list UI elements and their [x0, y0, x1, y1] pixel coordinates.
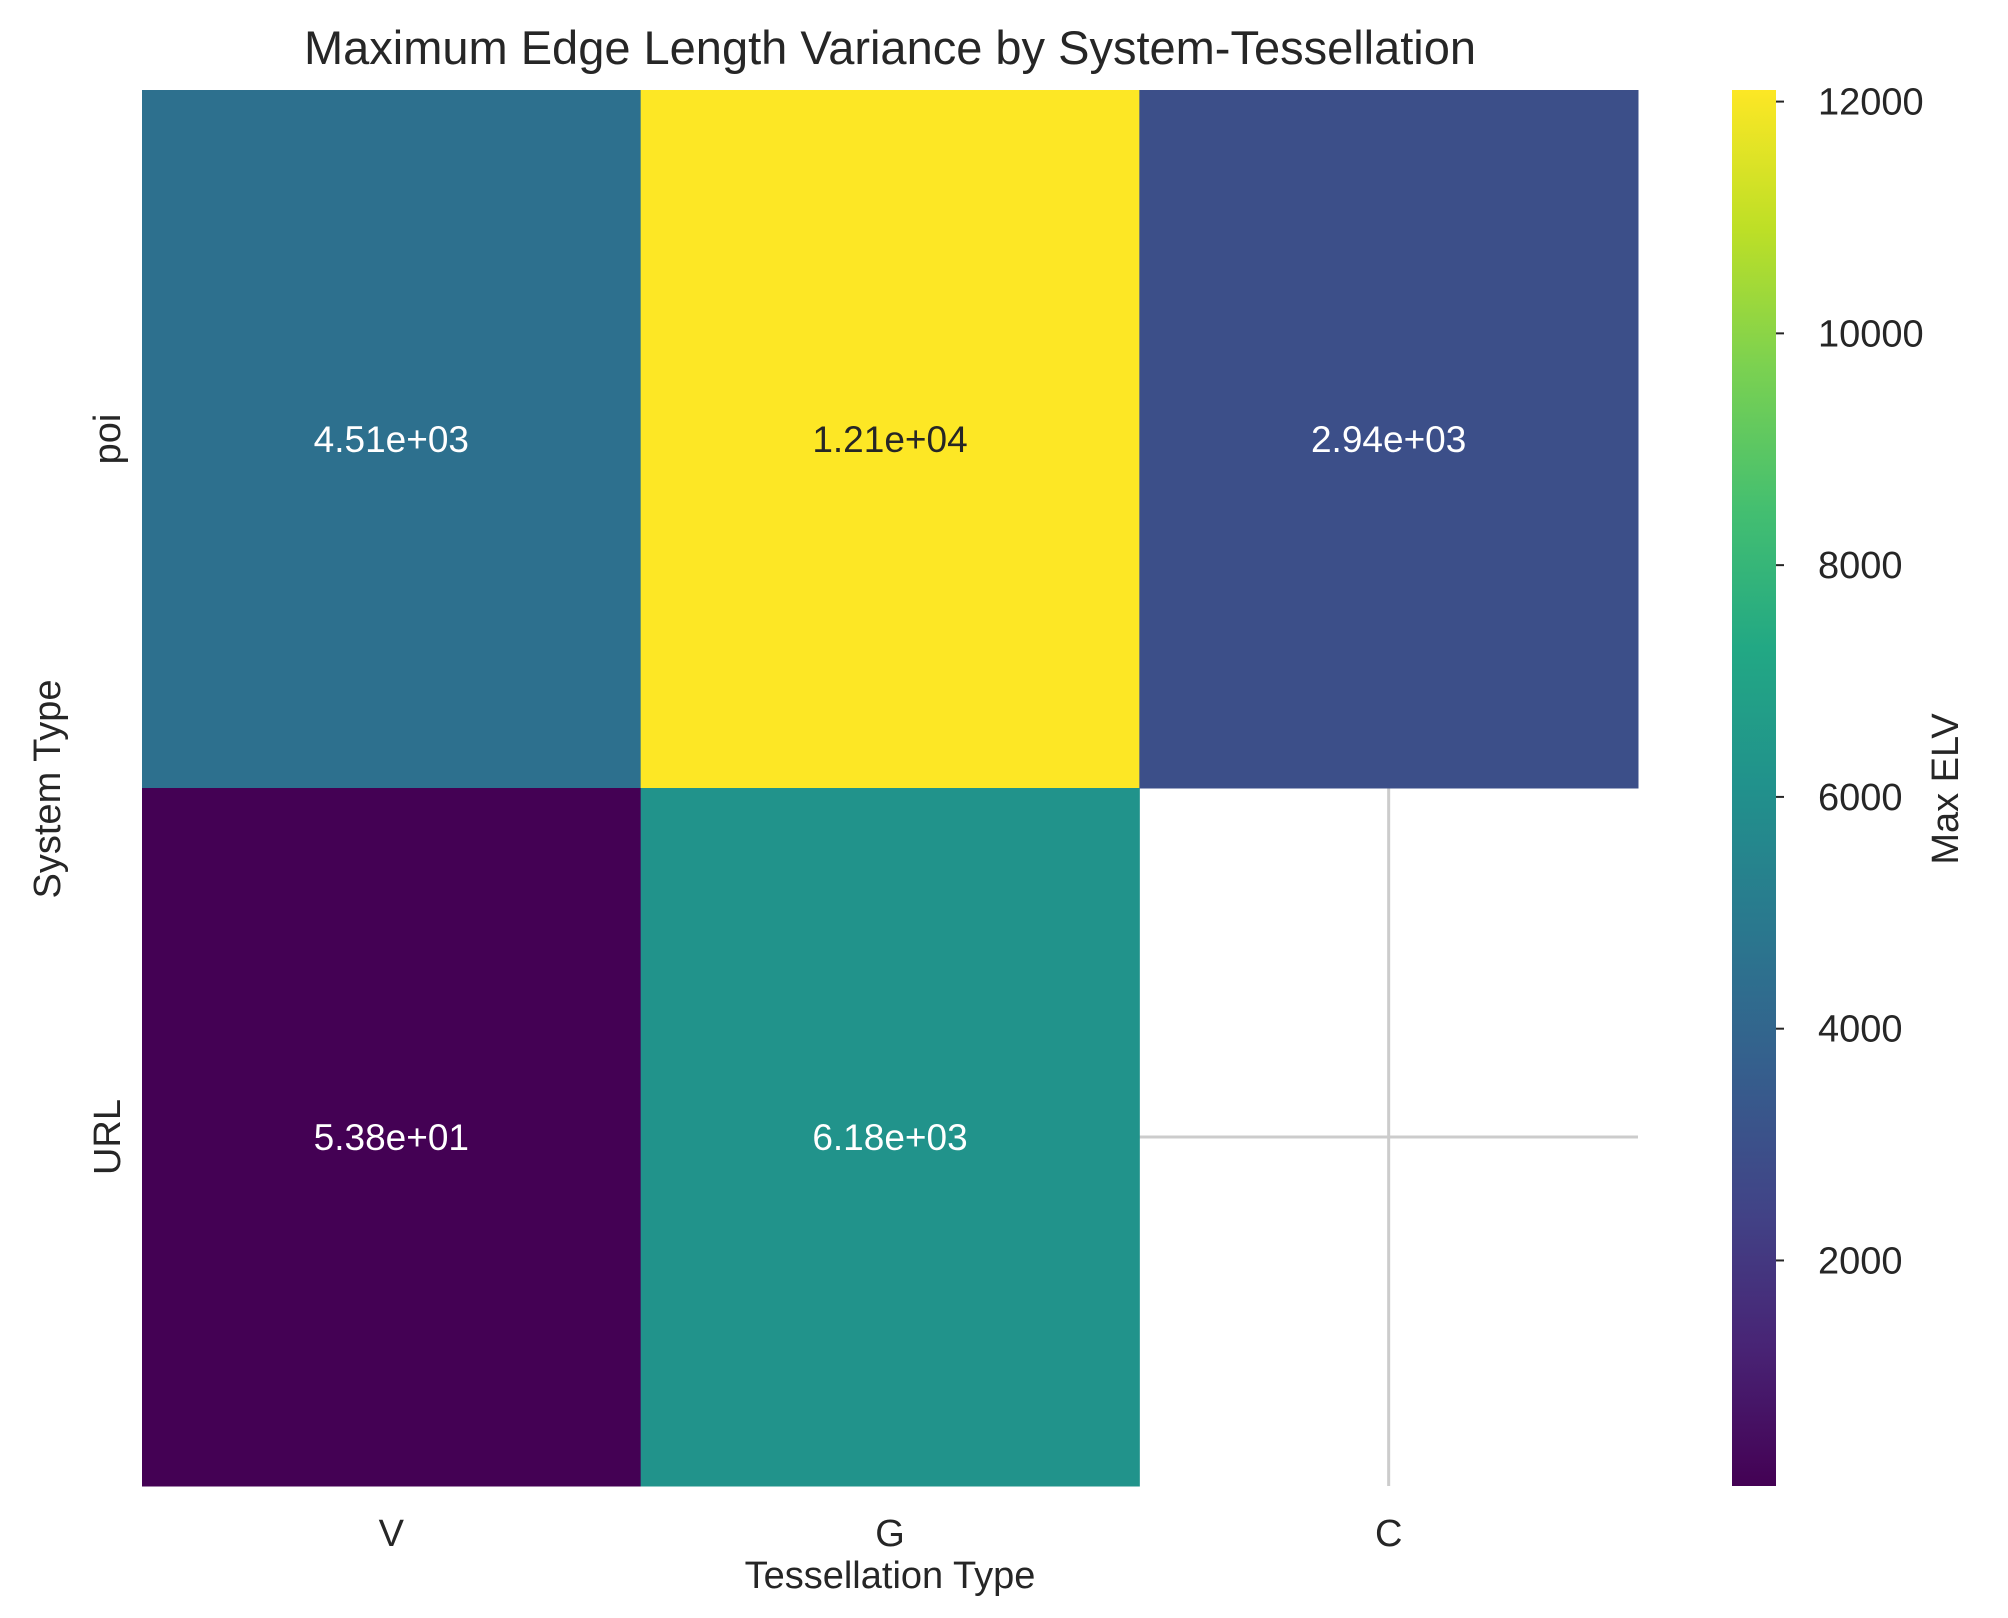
heatmap-cell-poi-V — [142, 90, 642, 789]
x-axis-label: Tessellation Type — [745, 1555, 1036, 1597]
x-tick-label: G — [875, 1513, 905, 1555]
colorbar-gradient — [1732, 90, 1776, 1486]
cell-value-label: 6.18e+03 — [812, 1117, 967, 1158]
y-tick-label: poi — [87, 414, 129, 465]
heatmap-cell-URL-G — [640, 788, 1140, 1487]
cell-value-label: 5.38e+01 — [314, 1117, 469, 1158]
x-tick-label: C — [1375, 1513, 1402, 1555]
x-tick-label: V — [379, 1513, 405, 1555]
colorbar-tick-label: 10000 — [1818, 313, 1924, 355]
colorbar-label: Max ELV — [1925, 713, 1967, 865]
colorbar-tick-label: 8000 — [1818, 545, 1903, 587]
colorbar: 2000 4000 6000 8000 10000 12000 Max ELV — [1732, 82, 1967, 1486]
heatmap-cell-poi-G — [640, 90, 1140, 789]
colorbar-tick-label: 6000 — [1818, 777, 1903, 819]
cell-value-labels: 4.51e+03 1.21e+04 2.94e+03 5.38e+01 6.18e+03 — [314, 419, 1467, 1158]
colorbar-ticks: 2000 4000 6000 8000 10000 12000 — [1776, 82, 1924, 1282]
heatmap-cells — [142, 90, 1639, 1487]
y-tick-label: URL — [87, 1099, 129, 1175]
colorbar-tick-label: 12000 — [1818, 82, 1924, 124]
cell-value-label: 2.94e+03 — [1311, 419, 1466, 460]
y-axis-ticks: poi URL — [87, 414, 129, 1175]
heatmap-cell-URL-V — [142, 788, 642, 1487]
cell-value-label: 1.21e+04 — [812, 419, 967, 460]
heatmap-cell-poi-C — [1139, 90, 1639, 789]
colorbar-tick-label: 4000 — [1818, 1009, 1903, 1051]
chart-title: Maximum Edge Length Variance by System-T… — [304, 21, 1476, 74]
colorbar-tick-label: 2000 — [1818, 1240, 1903, 1282]
y-axis-label: System Type — [27, 680, 69, 899]
cell-value-label: 4.51e+03 — [314, 419, 469, 460]
